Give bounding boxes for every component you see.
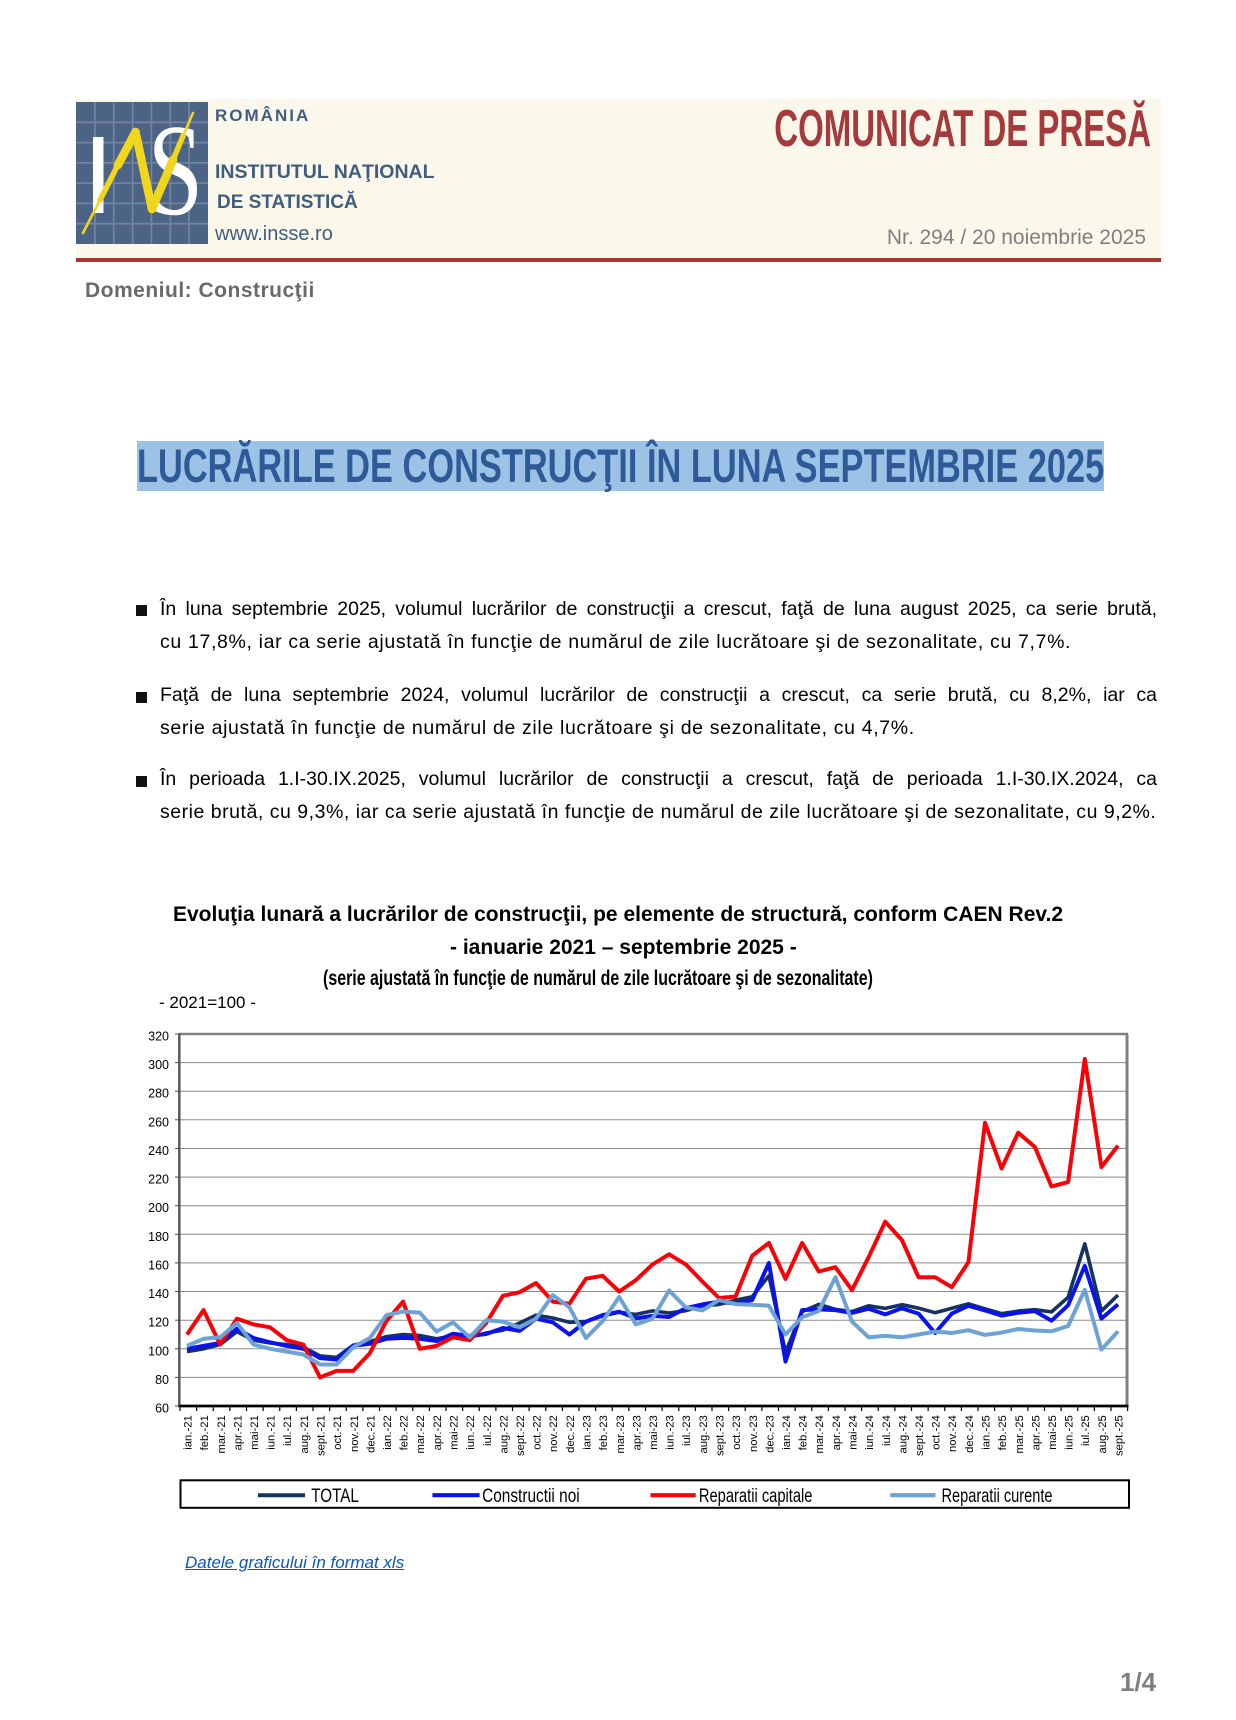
svg-text:mai-24: mai-24: [848, 1415, 860, 1450]
svg-text:S: S: [148, 98, 204, 243]
svg-text:aug.-23: aug.-23: [698, 1415, 710, 1453]
svg-text:200: 200: [148, 1201, 169, 1215]
svg-text:nov.-22: nov.-22: [548, 1415, 560, 1452]
svg-text:ian.-23: ian.-23: [582, 1415, 594, 1450]
svg-text:ian.-22: ian.-22: [382, 1415, 394, 1450]
svg-text:oct.-21: oct.-21: [332, 1415, 344, 1450]
svg-text:100: 100: [148, 1344, 169, 1358]
svg-text:Constructii noi: Constructii noi: [482, 1486, 580, 1507]
svg-text:aug.-25: aug.-25: [1097, 1415, 1109, 1453]
svg-text:240: 240: [148, 1144, 169, 1158]
svg-text:260: 260: [148, 1115, 169, 1129]
svg-text:sept.-21: sept.-21: [316, 1415, 328, 1456]
svg-text:iul.-21: iul.-21: [282, 1415, 294, 1446]
svg-text:iun.-21: iun.-21: [266, 1415, 278, 1450]
svg-text:iul.-24: iul.-24: [881, 1415, 893, 1446]
svg-text:ian.-24: ian.-24: [781, 1415, 793, 1450]
svg-text:280: 280: [148, 1087, 169, 1101]
svg-text:apr.-24: apr.-24: [831, 1415, 843, 1450]
svg-text:mai-22: mai-22: [449, 1415, 461, 1450]
svg-text:Reparatii capitale: Reparatii capitale: [699, 1486, 813, 1507]
svg-text:80: 80: [155, 1373, 169, 1387]
svg-text:160: 160: [148, 1258, 169, 1272]
svg-text:aug.-22: aug.-22: [498, 1415, 510, 1453]
svg-text:iun.-23: iun.-23: [665, 1415, 677, 1450]
svg-text:dec.-21: dec.-21: [365, 1415, 377, 1453]
svg-text:aug.-21: aug.-21: [299, 1415, 311, 1453]
svg-text:oct.-22: oct.-22: [532, 1415, 544, 1450]
svg-text:ian.-25: ian.-25: [981, 1415, 993, 1450]
svg-text:apr.-23: apr.-23: [631, 1415, 643, 1450]
svg-text:apr.-22: apr.-22: [432, 1415, 444, 1450]
svg-text:sept.-25: sept.-25: [1114, 1415, 1126, 1456]
svg-text:apr.-21: apr.-21: [232, 1415, 244, 1450]
svg-text:oct.-24: oct.-24: [931, 1415, 943, 1450]
svg-text:60: 60: [155, 1402, 169, 1416]
svg-text:iun.-25: iun.-25: [1064, 1415, 1076, 1450]
svg-text:nov.-24: nov.-24: [947, 1415, 959, 1452]
svg-text:iul.-23: iul.-23: [681, 1415, 693, 1446]
svg-text:mar.-22: mar.-22: [415, 1415, 427, 1453]
svg-text:nov.-21: nov.-21: [349, 1415, 361, 1452]
svg-text:iun.-24: iun.-24: [864, 1415, 876, 1450]
svg-text:dec.-24: dec.-24: [964, 1415, 976, 1453]
svg-text:sept.-24: sept.-24: [914, 1415, 926, 1456]
svg-text:feb.-21: feb.-21: [199, 1415, 211, 1450]
svg-text:mar.-23: mar.-23: [615, 1415, 627, 1453]
svg-text:180: 180: [148, 1230, 169, 1244]
svg-text:220: 220: [148, 1173, 169, 1187]
svg-text:TOTAL: TOTAL: [311, 1486, 359, 1507]
svg-text:iul.-25: iul.-25: [1080, 1415, 1092, 1446]
svg-text:mar.-21: mar.-21: [216, 1415, 228, 1453]
svg-text:sept.-22: sept.-22: [515, 1415, 527, 1456]
svg-text:sept.-23: sept.-23: [715, 1415, 727, 1456]
svg-text:mai-23: mai-23: [648, 1415, 660, 1450]
svg-text:aug.-24: aug.-24: [897, 1415, 909, 1453]
svg-text:dec.-23: dec.-23: [764, 1415, 776, 1453]
svg-text:feb.-22: feb.-22: [399, 1415, 411, 1450]
svg-text:feb.-23: feb.-23: [598, 1415, 610, 1450]
svg-text:iul.-22: iul.-22: [482, 1415, 494, 1446]
svg-text:mar.-24: mar.-24: [814, 1415, 826, 1453]
svg-text:300: 300: [148, 1058, 169, 1072]
svg-text:mai-21: mai-21: [249, 1415, 261, 1450]
svg-text:mar.-25: mar.-25: [1014, 1415, 1026, 1453]
svg-text:feb.-25: feb.-25: [997, 1415, 1009, 1450]
svg-text:iun.-22: iun.-22: [465, 1415, 477, 1450]
svg-text:320: 320: [148, 1030, 169, 1044]
svg-text:apr.-25: apr.-25: [1030, 1415, 1042, 1450]
svg-text:dec.-22: dec.-22: [565, 1415, 577, 1453]
svg-text:Reparatii curente: Reparatii curente: [942, 1486, 1053, 1507]
svg-text:140: 140: [148, 1287, 169, 1301]
svg-text:120: 120: [148, 1316, 169, 1330]
svg-text:feb.-24: feb.-24: [798, 1415, 810, 1450]
svg-text:nov.-23: nov.-23: [748, 1415, 760, 1452]
svg-text:mai-25: mai-25: [1047, 1415, 1059, 1450]
svg-text:ian.-21: ian.-21: [183, 1415, 195, 1450]
svg-text:oct.-23: oct.-23: [731, 1415, 743, 1450]
